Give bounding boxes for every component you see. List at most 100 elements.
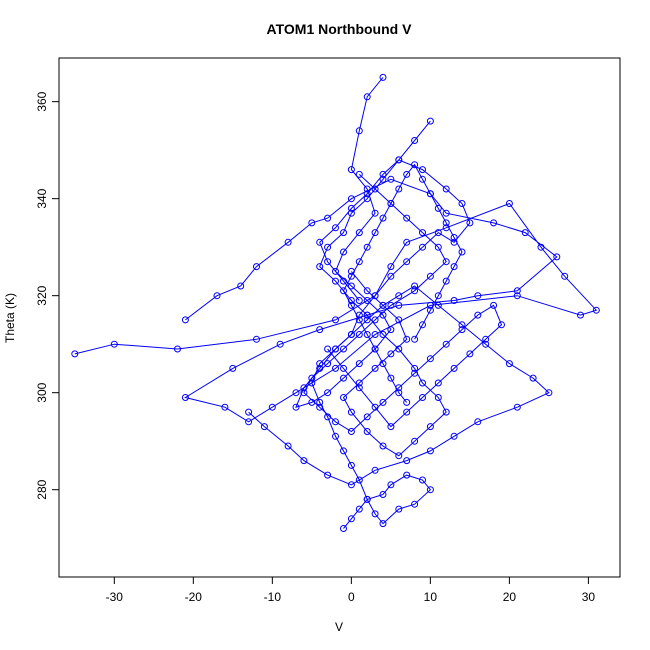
data-point (245, 418, 253, 426)
data-point (308, 374, 316, 382)
data-point (332, 277, 339, 285)
x-tick-label: 0 (348, 590, 355, 604)
data-point (442, 258, 450, 266)
data-point (529, 374, 537, 382)
data-point (340, 277, 347, 285)
data-point (340, 364, 347, 372)
data-point (450, 432, 458, 440)
data-point (316, 403, 324, 411)
data-point (442, 185, 450, 193)
data-point (379, 175, 387, 183)
data-point (332, 418, 339, 426)
x-tick-label: -10 (264, 590, 282, 604)
data-point (442, 408, 450, 416)
data-point (466, 350, 474, 358)
data-point (395, 505, 403, 513)
data-point (403, 214, 411, 222)
data-point (379, 301, 387, 309)
data-point (419, 229, 426, 237)
data-point (403, 335, 411, 343)
data-point (340, 229, 347, 237)
data-point (419, 394, 426, 401)
data-point (395, 452, 403, 460)
data-point (505, 360, 513, 368)
data-point (292, 403, 300, 411)
data-point (419, 321, 426, 329)
data-point (426, 190, 434, 198)
data-point (340, 525, 347, 532)
data-point (268, 403, 276, 411)
data-point (458, 248, 466, 256)
data-point (442, 277, 450, 285)
data-point (347, 331, 355, 338)
data-point (434, 243, 442, 251)
data-point (379, 520, 387, 528)
data-point (490, 219, 498, 227)
data-point (387, 374, 395, 382)
data-point (355, 170, 363, 178)
data-point (395, 185, 403, 193)
data-point (395, 156, 403, 164)
data-point (347, 195, 355, 203)
data-point (229, 364, 237, 372)
data-point (387, 326, 395, 334)
data-point (482, 335, 490, 343)
data-point (276, 340, 284, 348)
data-point (411, 364, 419, 372)
data-point (324, 389, 332, 397)
data-point (363, 190, 371, 198)
chart-title: ATOM1 Northbound V (267, 21, 413, 37)
data-point (110, 340, 118, 348)
data-point (347, 461, 355, 469)
data-point (434, 204, 442, 212)
data-point (347, 204, 355, 212)
data-point (442, 340, 450, 348)
data-point (379, 442, 387, 450)
data-point (553, 253, 561, 261)
data-point (387, 423, 395, 431)
data-point (419, 175, 426, 183)
data-point (332, 432, 339, 440)
data-point (363, 428, 371, 435)
x-axis-label: V (335, 620, 343, 634)
data-point (316, 398, 324, 406)
data-point (426, 423, 434, 431)
data-point (363, 297, 371, 304)
x-tick-label: 30 (582, 590, 596, 604)
data-point (490, 301, 498, 309)
data-point (434, 394, 442, 401)
data-point (355, 360, 363, 368)
data-point (363, 287, 371, 295)
data-point (426, 355, 434, 363)
data-point (411, 161, 419, 169)
data-point (379, 73, 387, 81)
data-point (316, 360, 324, 368)
data-point (450, 234, 458, 241)
y-tick-label: 340 (35, 188, 49, 208)
x-tick-label: -20 (185, 590, 203, 604)
data-point (403, 471, 411, 479)
data-point (237, 282, 245, 290)
data-point (332, 267, 339, 275)
data-point (498, 321, 505, 329)
data-point (355, 127, 363, 135)
data-point (395, 389, 403, 397)
data-point (347, 272, 355, 280)
data-point (426, 272, 434, 280)
data-point (332, 224, 339, 232)
data-point (363, 185, 371, 193)
data-point (355, 297, 363, 304)
data-point (403, 258, 411, 266)
data-point (379, 331, 387, 338)
data-point (411, 287, 419, 295)
data-point (347, 481, 355, 489)
data-point (347, 282, 355, 290)
data-point (253, 335, 260, 343)
data-point (395, 301, 403, 309)
data-point (316, 263, 324, 271)
data-point (411, 369, 419, 377)
data-point (450, 364, 458, 372)
data-point (450, 263, 458, 271)
data-point (419, 166, 426, 174)
data-point (577, 311, 584, 319)
